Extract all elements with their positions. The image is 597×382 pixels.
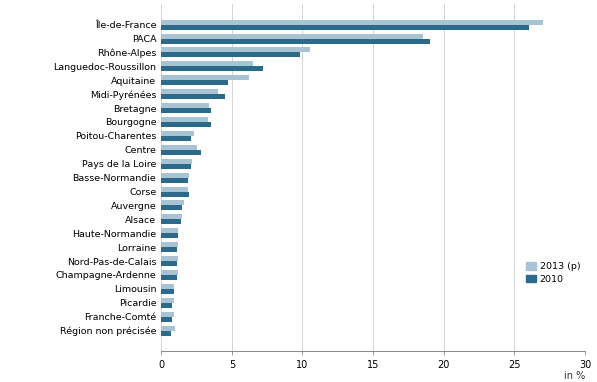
- Bar: [161, 103, 209, 108]
- Text: in %: in %: [564, 371, 585, 380]
- Bar: [161, 206, 183, 210]
- Bar: [161, 173, 189, 178]
- Bar: [161, 145, 196, 150]
- Bar: [161, 108, 211, 113]
- Bar: [161, 275, 177, 280]
- Bar: [161, 122, 211, 127]
- Bar: [161, 303, 173, 308]
- Bar: [161, 159, 192, 164]
- Bar: [161, 178, 188, 183]
- Bar: [161, 150, 201, 155]
- Bar: [161, 228, 178, 233]
- Bar: [161, 242, 178, 247]
- Bar: [161, 261, 177, 266]
- Bar: [161, 80, 227, 85]
- Bar: [161, 191, 189, 197]
- Bar: [161, 256, 178, 261]
- Bar: [161, 233, 178, 238]
- Bar: [161, 214, 183, 219]
- Bar: [161, 247, 177, 252]
- Legend: 2013 (p), 2010: 2013 (p), 2010: [527, 262, 580, 284]
- Bar: [161, 52, 300, 57]
- Bar: [161, 24, 528, 30]
- Bar: [161, 201, 184, 206]
- Bar: [161, 75, 249, 80]
- Bar: [161, 331, 171, 336]
- Bar: [161, 270, 178, 275]
- Bar: [161, 117, 208, 122]
- Bar: [161, 136, 191, 141]
- Bar: [161, 131, 193, 136]
- Bar: [161, 94, 224, 99]
- Bar: [161, 312, 174, 317]
- Bar: [161, 289, 174, 294]
- Bar: [161, 66, 263, 71]
- Bar: [161, 298, 174, 303]
- Bar: [161, 19, 543, 24]
- Bar: [161, 164, 191, 169]
- Bar: [161, 39, 430, 44]
- Bar: [161, 186, 188, 191]
- Bar: [161, 89, 218, 94]
- Bar: [161, 325, 176, 331]
- Bar: [161, 284, 174, 289]
- Bar: [161, 62, 253, 66]
- Bar: [161, 317, 173, 322]
- Bar: [161, 34, 423, 39]
- Bar: [161, 47, 309, 52]
- Bar: [161, 219, 181, 224]
